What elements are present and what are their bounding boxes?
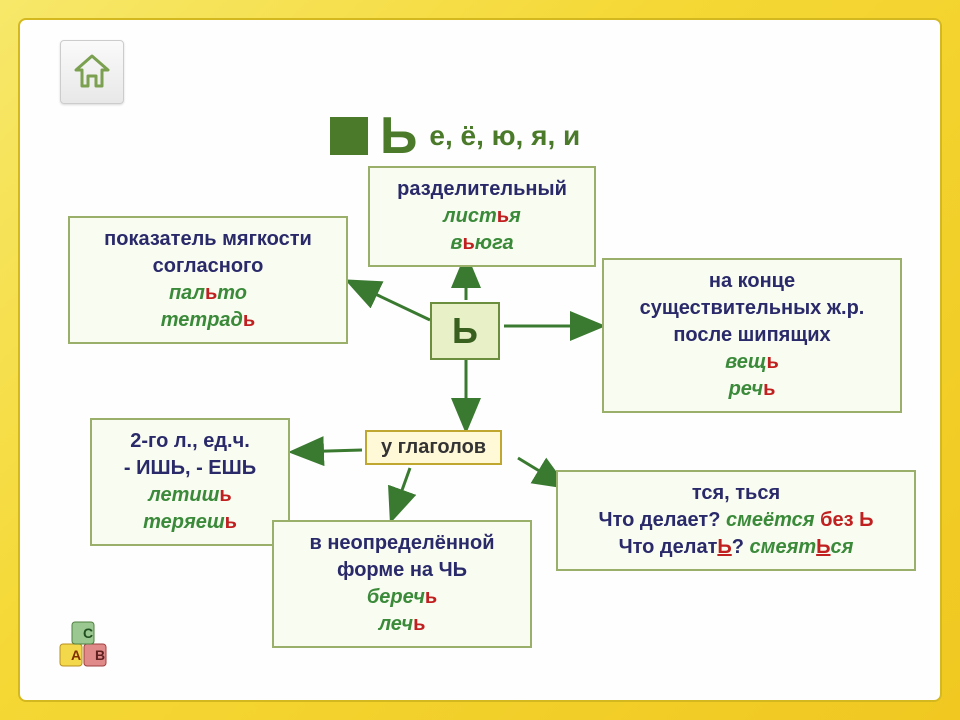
verbs-label: у глаголов <box>381 436 486 458</box>
node-line: листья <box>384 203 580 230</box>
node-line: речь <box>618 376 886 403</box>
node-line: теряешь <box>106 509 274 536</box>
title-soft-sign: Ь <box>380 106 417 166</box>
slide-canvas: Ь е, ё, ю, я, и Ь у глаголов показатель … <box>18 18 942 702</box>
node-line: показатель мягкости <box>84 226 332 253</box>
title-group: Ь е, ё, ю, я, и <box>330 106 580 166</box>
center-label: Ь <box>452 310 478 351</box>
cubes-decoration: A B C <box>56 610 126 670</box>
node-separating: разделительныйлистьявьюга <box>368 166 596 267</box>
node-line: в неопределённой <box>288 530 516 557</box>
center-soft-sign: Ь <box>430 302 500 360</box>
svg-text:C: C <box>83 625 93 641</box>
verbs-box: у глаголов <box>365 430 502 465</box>
svg-text:A: A <box>71 647 81 663</box>
node-softness: показатель мягкостисогласногопальтотетра… <box>68 216 348 344</box>
home-icon <box>72 52 112 92</box>
node-line: пальто <box>84 280 332 307</box>
node-line: существительных ж.р. <box>618 295 886 322</box>
title-vowels: е, ё, ю, я, и <box>429 120 580 152</box>
node-line: - ИШЬ, - ЕШЬ <box>106 455 274 482</box>
node-line: согласного <box>84 253 332 280</box>
node-line: тся, ться <box>572 480 900 507</box>
title-square <box>330 117 368 155</box>
node-line: разделительный <box>384 176 580 203</box>
node-tsya: тся, тьсяЧто делает? смеётся без ЬЧто де… <box>556 470 916 571</box>
node-line: 2-го л., ед.ч. <box>106 428 274 455</box>
node-second_person: 2-го л., ед.ч.- ИШЬ, - ЕШЬлетишьтеряешь <box>90 418 290 546</box>
node-line: лечь <box>288 611 516 638</box>
node-line: Что делатЬ? смеятЬся <box>572 534 900 561</box>
node-line: вьюга <box>384 230 580 257</box>
node-line: Что делает? смеётся без Ь <box>572 507 900 534</box>
node-line: летишь <box>106 482 274 509</box>
node-fem_nouns: на концесуществительных ж.р.после шипящи… <box>602 258 902 413</box>
node-line: после шипящих <box>618 322 886 349</box>
node-line: вещь <box>618 349 886 376</box>
node-line: на конце <box>618 268 886 295</box>
node-infinitive_ch: в неопределённойформе на ЧЬберечьлечь <box>272 520 532 648</box>
home-button[interactable] <box>60 40 124 104</box>
svg-text:B: B <box>95 647 105 663</box>
slide-frame: Ь е, ё, ю, я, и Ь у глаголов показатель … <box>0 0 960 720</box>
node-line: форме на ЧЬ <box>288 557 516 584</box>
node-line: тетрадь <box>84 307 332 334</box>
node-line: беречь <box>288 584 516 611</box>
